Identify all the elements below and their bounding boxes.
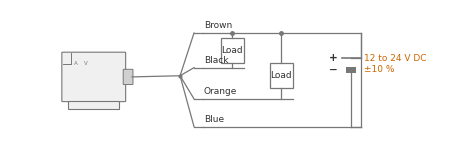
Text: Orange: Orange [204, 87, 237, 96]
Bar [221, 38, 244, 63]
Text: A: A [74, 61, 77, 66]
Bar [346, 66, 356, 74]
Bar [270, 63, 292, 88]
Text: Black: Black [204, 56, 228, 65]
Text: Load: Load [221, 46, 243, 55]
Text: 12 to 24 V DC: 12 to 24 V DC [364, 54, 426, 63]
Text: ±10 %: ±10 % [364, 65, 394, 74]
Text: −: − [329, 65, 338, 75]
FancyBboxPatch shape [123, 69, 133, 85]
FancyBboxPatch shape [62, 52, 126, 102]
Bar [68, 101, 119, 109]
Text: V: V [84, 61, 88, 66]
Text: Blue: Blue [204, 115, 224, 124]
Text: Brown: Brown [204, 21, 232, 30]
Text: Load: Load [270, 71, 292, 80]
Bar [63, 53, 71, 64]
Text: +: + [329, 53, 338, 63]
